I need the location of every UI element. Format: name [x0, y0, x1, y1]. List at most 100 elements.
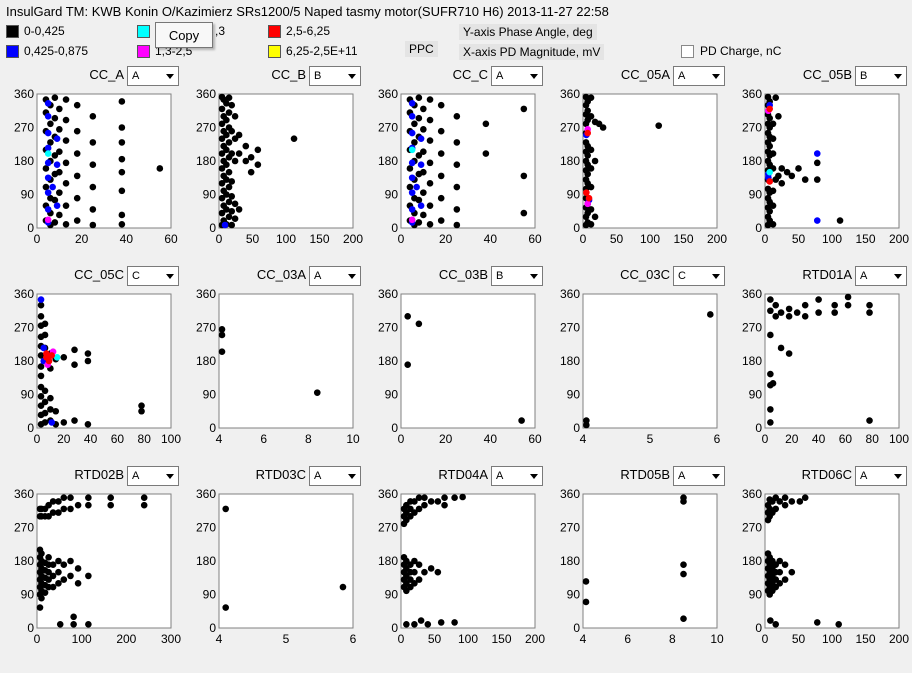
- data-point: [228, 127, 236, 135]
- pd-charge-toggle[interactable]: PD Charge, nC: [681, 44, 781, 58]
- plot-area: [218, 293, 354, 429]
- phase-select[interactable]: A: [127, 66, 179, 86]
- x-tick-label: 150: [855, 232, 875, 246]
- phase-select-value: A: [314, 470, 322, 482]
- data-point: [290, 135, 298, 142]
- phase-select[interactable]: A: [127, 466, 179, 486]
- data-point-red: [766, 178, 773, 185]
- x-tick-label: 150: [491, 632, 511, 646]
- data-point: [582, 578, 590, 585]
- data-point: [49, 509, 57, 516]
- y-tick-label: 90: [385, 588, 399, 602]
- data-point: [655, 122, 663, 129]
- phase-select[interactable]: A: [855, 266, 907, 286]
- data-point: [424, 620, 432, 628]
- data-point: [225, 213, 233, 221]
- pd-charge-checkbox[interactable]: [681, 44, 694, 58]
- data-point: [62, 159, 70, 167]
- data-point: [415, 320, 423, 328]
- data-point: [769, 380, 777, 387]
- data-point: [801, 494, 809, 502]
- phase-select-value: A: [132, 70, 140, 82]
- chart-title: CC_03A: [256, 267, 306, 282]
- data-point: [767, 617, 774, 624]
- phase-select[interactable]: A: [491, 66, 543, 86]
- chevron-down-icon: [712, 473, 720, 479]
- x-tick-label: 0: [34, 432, 41, 446]
- data-point: [788, 568, 796, 576]
- data-point: [74, 501, 82, 509]
- data-point: [218, 194, 226, 202]
- x-tick-label: 10: [710, 632, 724, 646]
- copy-tooltip[interactable]: Copy: [155, 22, 213, 48]
- phase-select[interactable]: A: [673, 466, 725, 486]
- data-point: [118, 139, 126, 146]
- y-tick-label: 180: [14, 554, 34, 568]
- x-tick-label: 4: [580, 432, 587, 446]
- y-tick-label: 360: [14, 487, 34, 501]
- plot-area: [582, 493, 718, 629]
- y-tick-label: 0: [27, 621, 34, 635]
- data-point: [453, 206, 461, 213]
- data-point: [778, 180, 786, 187]
- phase-select[interactable]: A: [491, 466, 543, 486]
- phase-select[interactable]: C: [673, 266, 725, 286]
- y-tick-label: 270: [742, 521, 762, 535]
- chart-title: RTD05B: [620, 467, 670, 482]
- y-tick-label: 270: [14, 321, 34, 335]
- phase-select[interactable]: A: [309, 266, 361, 286]
- data-point: [118, 187, 126, 195]
- phase-select[interactable]: C: [127, 266, 179, 286]
- x-tick-label: 60: [528, 432, 542, 446]
- phase-select[interactable]: B: [855, 66, 907, 86]
- data-point: [453, 221, 461, 229]
- data-point: [84, 420, 92, 428]
- y-tick-label: 0: [755, 221, 762, 235]
- data-point: [74, 580, 82, 587]
- data-point: [785, 313, 793, 320]
- x-tick-label: 20: [57, 432, 71, 446]
- y-tick-label: 180: [560, 354, 580, 368]
- data-point: [421, 494, 428, 502]
- chevron-down-icon: [894, 273, 902, 279]
- x-tick-label: 80: [138, 432, 152, 446]
- phase-select[interactable]: A: [855, 466, 907, 486]
- y-tick-label: 180: [378, 154, 398, 168]
- data-point: [599, 124, 607, 131]
- data-point: [52, 407, 60, 415]
- y-tick-label: 360: [742, 287, 762, 301]
- data-point: [254, 146, 262, 154]
- x-tick-label: 50: [792, 232, 806, 246]
- phase-select[interactable]: A: [309, 466, 361, 486]
- y-tick-label: 360: [196, 87, 216, 101]
- data-point: [788, 498, 796, 505]
- y-tick-label: 90: [203, 388, 217, 402]
- x-tick-label: 5: [647, 432, 654, 446]
- data-point-blue: [44, 159, 52, 167]
- data-point: [453, 113, 461, 120]
- phase-select[interactable]: B: [309, 66, 361, 86]
- data-point: [37, 393, 45, 400]
- phase-select[interactable]: B: [491, 266, 543, 286]
- legend-item-4: 2,5-6,25: [268, 24, 330, 38]
- data-point: [437, 217, 445, 224]
- pd-charge-label: PD Charge, nC: [700, 44, 782, 58]
- phase-select-value: A: [860, 270, 868, 282]
- y-tick-label: 360: [196, 287, 216, 301]
- data-point: [218, 120, 226, 128]
- data-point: [218, 331, 226, 339]
- chart-panel-cc_05c: CC_05C C 0 90 180 270 360 0 20 40 60 80 100: [3, 266, 181, 463]
- scatter-plot: 0 90 180 270 360 0 20 40 60 80 100: [742, 287, 909, 446]
- data-point: [118, 124, 126, 131]
- data-point: [45, 513, 52, 520]
- data-point: [218, 105, 226, 113]
- data-point: [228, 193, 236, 200]
- data-point: [47, 139, 54, 146]
- phase-select[interactable]: A: [673, 66, 725, 86]
- data-point: [156, 165, 164, 172]
- y-tick-label: 180: [196, 554, 216, 568]
- y-tick-label: 360: [742, 87, 762, 101]
- data-point: [411, 557, 418, 565]
- x-tick-label: 300: [161, 632, 181, 646]
- x-tick-label: 50: [610, 232, 624, 246]
